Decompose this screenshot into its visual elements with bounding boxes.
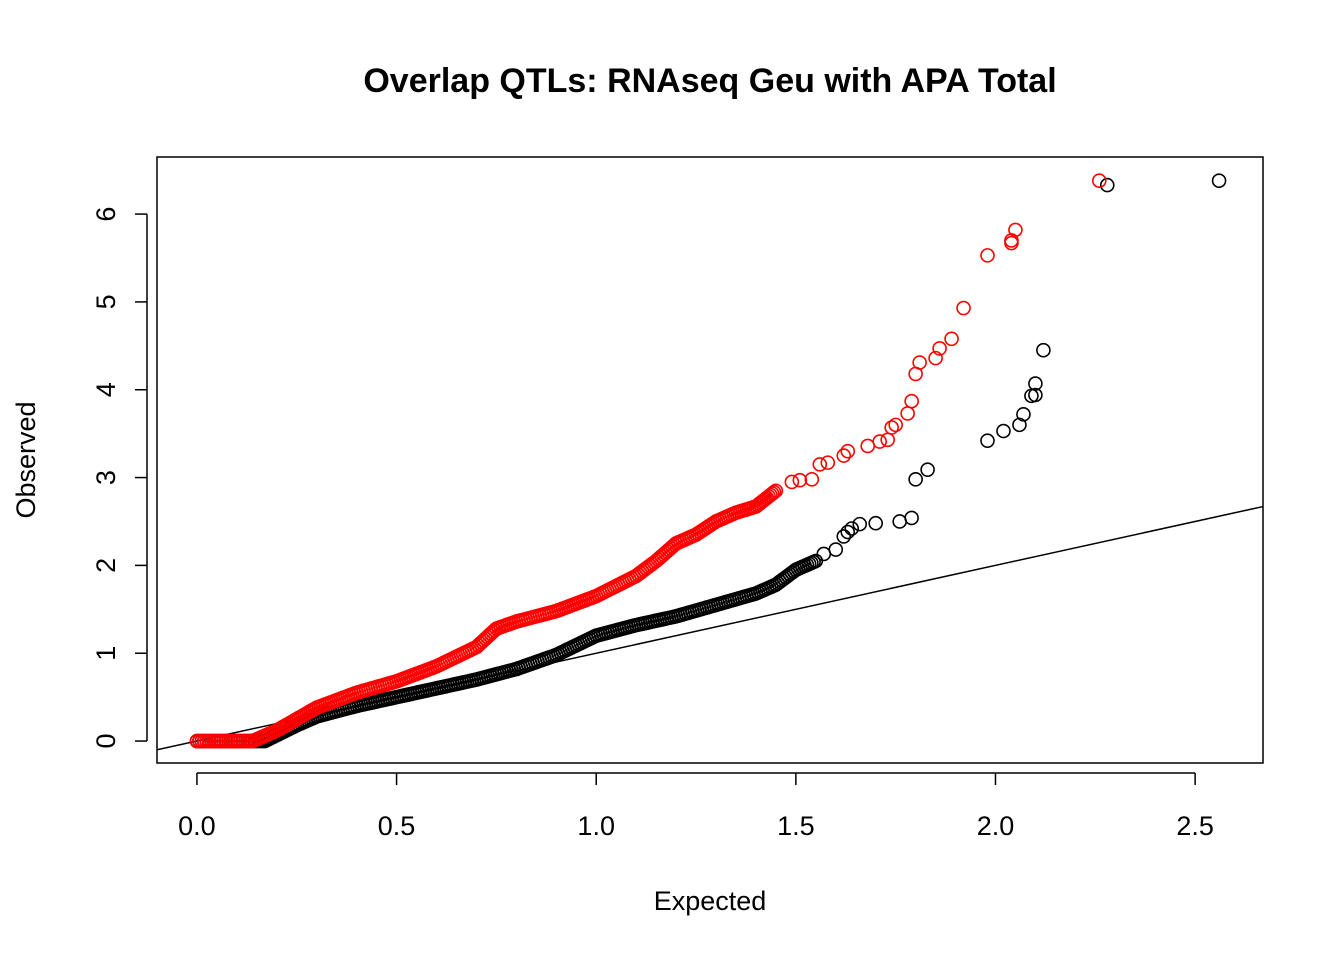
data-point [900, 406, 915, 421]
x-axis: 0.0 0.5 1.0 1.5 2.0 2.5 [178, 772, 1214, 841]
data-point [980, 433, 995, 448]
data-point [1012, 417, 1027, 433]
y-tick-label: 6 [91, 207, 121, 222]
series-0 [189, 173, 1227, 749]
data-point [956, 300, 971, 316]
x-tick-label: 0.0 [178, 811, 216, 841]
y-tick-label: 5 [91, 294, 121, 309]
y-tick-label: 4 [91, 382, 121, 397]
data-point [1099, 177, 1115, 193]
data-point [892, 514, 907, 529]
data-point [860, 438, 876, 454]
y-tick-label: 3 [91, 470, 121, 485]
data-point [888, 417, 903, 433]
y-tick-label: 2 [91, 558, 121, 573]
data-point [1036, 342, 1051, 358]
chart-title: Overlap QTLs: RNAseq Geu with APA Total [363, 62, 1056, 100]
data-point [766, 484, 782, 500]
data-point [872, 434, 887, 449]
data-point [868, 515, 884, 531]
data-point [1028, 387, 1043, 403]
data-point [908, 472, 923, 487]
x-tick-label: 1.5 [777, 811, 815, 841]
data-point [1028, 376, 1043, 391]
data-point [844, 521, 860, 536]
data-point [980, 248, 995, 263]
data-point [1091, 173, 1107, 189]
x-tick-label: 2.5 [1176, 811, 1214, 841]
data-point [932, 341, 947, 356]
data-point [852, 516, 868, 532]
data-point [884, 420, 899, 435]
data-point [840, 443, 856, 459]
data-point [792, 472, 808, 488]
x-tick-label: 2.0 [977, 811, 1015, 841]
data-point [920, 462, 935, 477]
plot-area [157, 173, 1263, 751]
data-point [880, 432, 895, 448]
x-tick-label: 0.5 [378, 811, 416, 841]
data-point [928, 350, 943, 366]
data-point [820, 455, 836, 470]
data-point [764, 486, 780, 501]
y-tick-label: 1 [91, 646, 121, 661]
data-point [836, 448, 852, 463]
data-point [1211, 173, 1227, 189]
data-point [1008, 222, 1023, 238]
data-point [840, 524, 856, 540]
data-point [768, 483, 784, 499]
data-point [804, 472, 820, 487]
data-point [904, 510, 919, 526]
x-tick-label: 1.0 [577, 811, 615, 841]
data-point [904, 393, 919, 409]
data-point [812, 457, 828, 472]
data-point [912, 355, 927, 370]
data-point [816, 546, 832, 562]
series-1 [189, 173, 1107, 749]
plot-frame [156, 156, 1264, 764]
data-point [1004, 233, 1019, 248]
data-point [944, 331, 959, 347]
data-point [784, 474, 800, 490]
y-tick-label: 0 [91, 734, 121, 749]
data-point [828, 542, 844, 557]
data-point [996, 423, 1011, 439]
x-axis-label: Expected [654, 886, 767, 916]
y-axis-label: Observed [11, 401, 41, 518]
data-point [1016, 407, 1031, 422]
data-point [836, 529, 852, 544]
y-axis: 0 1 2 3 4 5 6 [91, 207, 148, 749]
